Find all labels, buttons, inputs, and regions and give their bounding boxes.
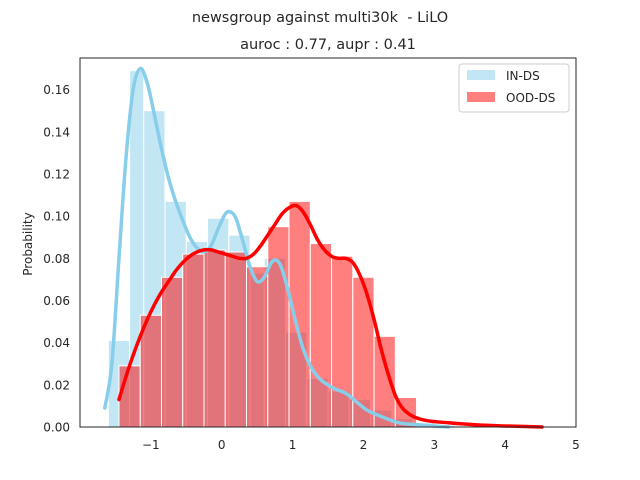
y-tick-label: 0.02: [43, 378, 70, 392]
y-tick-label: 0.06: [43, 294, 70, 308]
y-tick-label: 0.16: [43, 83, 70, 97]
y-tick-label: 0.14: [43, 125, 70, 139]
x-tick-label: 4: [501, 438, 509, 452]
x-tick-label: 1: [289, 438, 297, 452]
x-tick-label: 0: [218, 438, 226, 452]
bar-ood-ds-11: [352, 276, 375, 428]
bar-ood-ds-9: [309, 243, 333, 428]
y-tick-label: 0.10: [43, 210, 70, 224]
x-tick-label: 5: [572, 438, 580, 452]
bar-ood-ds-5: [224, 251, 248, 428]
y-tick-label: 0.00: [43, 421, 70, 435]
kde-line-in-ds: [103, 66, 451, 429]
y-axis-ticks: 0.00 0.02 0.04 0.06 0.08 0.10 0.12 0.14 0.16: [43, 83, 70, 434]
x-tick-label: 2: [360, 438, 368, 452]
y-tick-label: 0.08: [43, 252, 70, 266]
y-axis-label: Probability: [21, 212, 35, 275]
bar-ood-ds-0: [118, 365, 141, 428]
legend-swatch-in-ds: [467, 70, 495, 80]
legend: IN-DS OOD-DS: [458, 63, 570, 113]
axes-frame: [79, 57, 577, 428]
x-tick-label: 3: [430, 438, 438, 452]
bar-ood-ds-3: [182, 253, 205, 428]
bar-ood-ds-7: [267, 226, 290, 428]
legend-label-in-ds: IN-DS: [506, 69, 540, 83]
chart-title: auroc : 0.77, aupr : 0.41: [240, 37, 416, 53]
legend-label-ood-ds: OOD-DS: [506, 91, 555, 105]
legend-swatch-ood-ds: [467, 92, 495, 102]
bar-ood-ds-4: [203, 249, 226, 428]
y-tick-label: 0.04: [43, 336, 70, 350]
bar-ood-ds-2: [160, 276, 184, 428]
kde-line-ood-ds: [117, 203, 544, 429]
x-tick-label: −1: [142, 438, 160, 452]
y-tick-label: 0.12: [43, 167, 70, 181]
kde-curves: [103, 66, 544, 429]
bar-ood-ds-10: [331, 255, 354, 428]
histogram-bars: [107, 70, 457, 428]
bar-ood-ds-6: [246, 266, 269, 428]
chart-suptitle: newsgroup against multi30k - LiLO: [192, 10, 448, 26]
x-axis-ticks: −1 0 1 2 3 4 5: [142, 438, 580, 452]
plot-area: −1 0 1 2 3 4 5 0.00 0.02 0.04 0.06 0.08 0.10 0.12 0.1…: [43, 57, 580, 452]
